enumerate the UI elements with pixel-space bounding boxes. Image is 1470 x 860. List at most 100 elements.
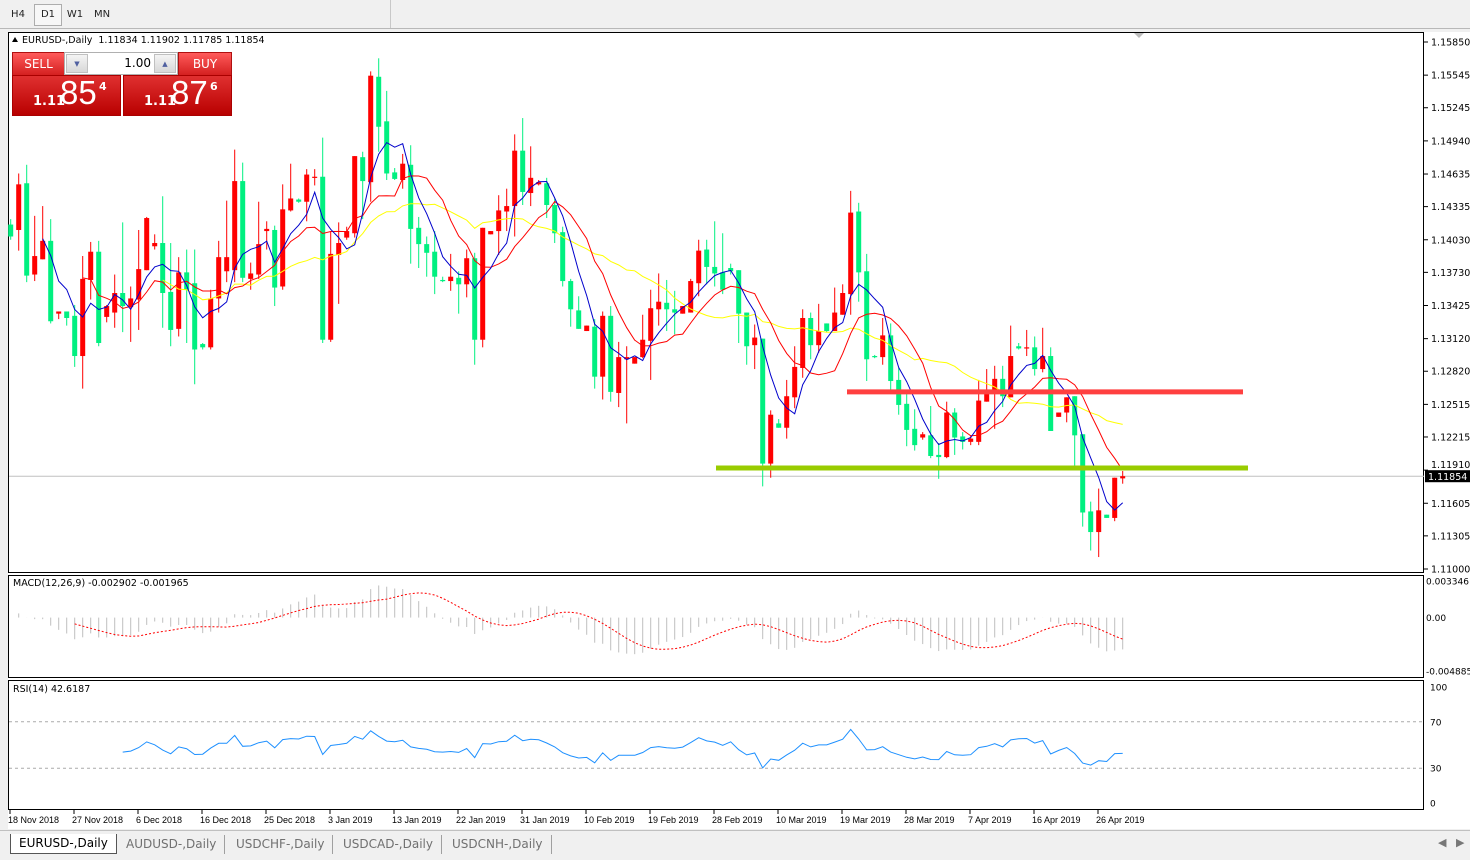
candle[interactable] [952, 408, 958, 455]
candle[interactable] [312, 169, 318, 186]
candle[interactable] [1000, 365, 1006, 408]
candle[interactable] [88, 241, 94, 300]
lot-increase-button[interactable]: ▲ [154, 54, 176, 73]
tab-usdcnh[interactable]: USDCNH-,Daily [444, 835, 552, 854]
candle[interactable] [504, 188, 510, 232]
candle[interactable] [696, 239, 702, 297]
candle[interactable] [392, 168, 398, 180]
candle[interactable] [808, 312, 814, 360]
candle[interactable] [568, 278, 574, 327]
candle[interactable] [224, 200, 230, 283]
candle[interactable] [864, 253, 870, 382]
candle[interactable] [1024, 329, 1030, 357]
candle[interactable] [616, 341, 622, 408]
candle[interactable] [320, 137, 326, 343]
sell-price-button[interactable]: 1.11 85 4 [12, 74, 121, 116]
candle[interactable] [416, 216, 422, 269]
candle[interactable] [496, 195, 502, 255]
candle[interactable] [280, 184, 286, 290]
candle[interactable] [840, 284, 846, 315]
candle[interactable] [456, 271, 462, 314]
candle[interactable] [1120, 470, 1126, 484]
candle[interactable] [1032, 336, 1038, 376]
candle[interactable] [992, 365, 998, 429]
candle[interactable] [480, 227, 486, 348]
tab-eurusd[interactable]: EURUSD-,Daily [10, 834, 117, 854]
tab-scroll-right-icon[interactable]: ▶ [1456, 836, 1465, 849]
candle[interactable] [1088, 501, 1094, 551]
lot-size-value[interactable]: 1.00 [124, 56, 151, 70]
candle[interactable] [376, 58, 382, 152]
candle[interactable] [344, 226, 350, 240]
candle[interactable] [192, 249, 198, 385]
candle[interactable] [168, 243, 174, 347]
candle[interactable] [816, 303, 822, 353]
candle[interactable] [32, 215, 38, 282]
candle[interactable] [384, 90, 390, 180]
candle[interactable] [216, 240, 222, 313]
candle[interactable] [256, 201, 262, 279]
candle[interactable] [600, 311, 606, 400]
candle[interactable] [352, 156, 358, 238]
candle[interactable] [56, 311, 62, 320]
tab-scroll-left-icon[interactable]: ◀ [1438, 836, 1447, 849]
candle[interactable] [432, 231, 438, 295]
sell-button[interactable]: SELL [12, 52, 65, 76]
candle[interactable] [728, 263, 734, 275]
candle[interactable] [760, 338, 766, 487]
candle[interactable] [1064, 397, 1070, 423]
lot-size-input[interactable]: ▼ 1.00 ▲ [64, 52, 178, 75]
candle[interactable] [528, 146, 534, 207]
candle[interactable] [792, 346, 798, 409]
lot-decrease-button[interactable]: ▼ [66, 54, 88, 73]
candle[interactable] [648, 289, 654, 380]
candle[interactable] [424, 236, 430, 277]
candle[interactable] [8, 219, 14, 240]
candle[interactable] [608, 306, 614, 402]
chart-shift-marker-icon[interactable] [1134, 33, 1144, 38]
candle[interactable] [984, 369, 990, 402]
candle[interactable] [144, 216, 150, 271]
candle[interactable] [544, 177, 550, 219]
candle[interactable] [16, 173, 22, 251]
candle[interactable] [80, 256, 86, 389]
candle[interactable] [160, 196, 166, 328]
candle[interactable] [64, 311, 70, 326]
candle[interactable] [176, 257, 182, 337]
candle[interactable] [440, 276, 446, 283]
candle[interactable] [368, 71, 374, 202]
buy-price-button[interactable]: 1.11 87 6 [123, 74, 232, 116]
candle[interactable] [96, 240, 102, 347]
candle[interactable] [752, 324, 758, 370]
tab-usdchf[interactable]: USDCHF-,Daily [228, 835, 334, 854]
candle[interactable] [720, 233, 726, 295]
candle[interactable] [336, 222, 342, 304]
timeframe-d1-button[interactable]: D1 [34, 4, 62, 26]
candle[interactable] [824, 323, 830, 333]
candle[interactable] [640, 314, 646, 359]
candle[interactable] [536, 179, 542, 186]
candle[interactable] [584, 325, 590, 332]
candle[interactable] [464, 249, 470, 298]
candle[interactable] [296, 198, 302, 203]
candle[interactable] [304, 169, 310, 222]
candle[interactable] [776, 419, 782, 428]
candle[interactable] [688, 278, 694, 313]
candle[interactable] [552, 198, 558, 244]
candle[interactable] [904, 394, 910, 447]
candle[interactable] [592, 319, 598, 389]
candle[interactable] [1040, 327, 1046, 373]
timeframe-mn-button[interactable]: MN [93, 9, 111, 20]
candle[interactable] [704, 239, 710, 285]
candle[interactable] [1104, 514, 1110, 518]
candle[interactable] [1048, 347, 1054, 432]
candle[interactable] [184, 249, 190, 343]
candle[interactable] [928, 406, 934, 459]
candle[interactable] [200, 342, 206, 350]
candle[interactable] [800, 309, 806, 378]
candle[interactable] [128, 286, 134, 342]
candle[interactable] [240, 162, 246, 283]
candle[interactable] [920, 432, 926, 440]
candle[interactable] [848, 190, 854, 315]
candle[interactable] [400, 153, 406, 189]
